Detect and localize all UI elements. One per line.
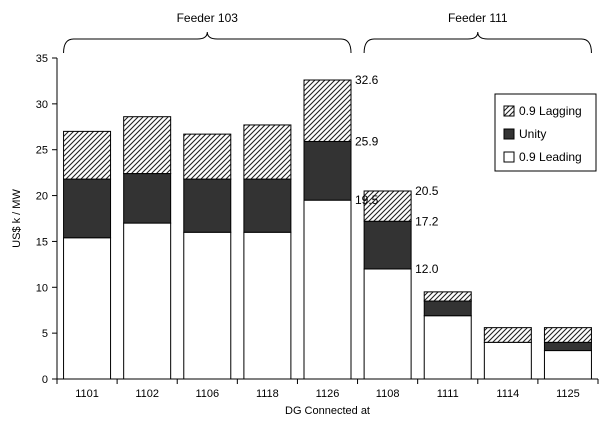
data-label: 32.6 (355, 73, 379, 87)
bar-segment-unity-1108 (363, 220, 412, 270)
bar-segment-0-9-lagging-1126 (303, 79, 352, 142)
legend-label: 0.9 Leading (519, 150, 582, 164)
x-axis-title: DG Connected at (285, 405, 370, 417)
bar-segment-0-9-leading-1101 (63, 237, 112, 380)
y-tick-label: 15 (36, 236, 48, 248)
data-label: 17.2 (415, 214, 439, 228)
bar-segment-0-9-lagging-1108 (363, 190, 412, 222)
bar-segment-0-9-lagging-1111 (423, 291, 472, 302)
bar-segment-0-9-leading-1114 (483, 341, 532, 380)
bar-segment-0-9-leading-1108 (363, 268, 412, 380)
x-tick-label: 1111 (437, 388, 459, 400)
y-tick-label: 5 (42, 328, 48, 340)
y-tick-label: 0 (42, 374, 48, 386)
data-label: 25.9 (355, 134, 379, 148)
group-brace (63, 31, 352, 54)
bar-segment-unity-1106 (183, 178, 232, 233)
bars (63, 79, 592, 380)
x-tick-label: 1101 (75, 388, 99, 400)
x-tick-label: 1106 (195, 388, 219, 400)
legend-swatch (503, 128, 515, 140)
y-tick-label: 35 (36, 53, 48, 65)
legend-label: Unity (519, 127, 546, 141)
x-tick-label: 1118 (256, 388, 279, 400)
y-tick-label: 10 (36, 282, 48, 294)
x-tick-label: 1102 (135, 388, 159, 400)
bar-segment-0-9-leading-1125 (543, 350, 592, 380)
bar-segment-unity-1102 (123, 173, 172, 224)
axes: 0 5 10 15 20 25 30 35 1101 1102 1106 1118 1126 1108 11… (36, 53, 599, 400)
bar-segment-0-9-lagging-1114 (483, 327, 532, 343)
bar-segment-0-9-lagging-1118 (243, 124, 292, 180)
data-labels: 32.6 25.9 19.5 20.5 17.2 12.0 (355, 73, 439, 276)
legend-label: 0.9 Lagging (519, 104, 582, 118)
y-tick-label: 20 (36, 191, 48, 203)
bar-segment-0-9-leading-1118 (243, 231, 292, 380)
x-tick-label: 1108 (376, 388, 400, 400)
bar-segment-unity-1101 (63, 178, 112, 239)
group-label: Feeder 111 (448, 11, 508, 25)
bar-segment-0-9-leading-1106 (183, 231, 232, 380)
bar-segment-0-9-lagging-1101 (63, 130, 112, 180)
x-tick-label: 1125 (556, 388, 580, 400)
legend: 0.9 Lagging Unity 0.9 Leading (494, 93, 597, 172)
bar-segment-unity-1111 (423, 300, 472, 317)
bar-segment-0-9-leading-1111 (423, 315, 472, 380)
x-tick-label: 1114 (496, 388, 519, 400)
y-tick-label: 25 (36, 145, 48, 157)
y-tick-label: 30 (36, 99, 48, 111)
bar-segment-0-9-lagging-1125 (543, 327, 592, 343)
data-label: 20.5 (415, 184, 439, 198)
bar-segment-0-9-leading-1102 (123, 222, 172, 380)
bar-segment-unity-1125 (543, 341, 592, 352)
bar-segment-0-9-lagging-1106 (183, 133, 232, 180)
data-label: 19.5 (355, 193, 379, 207)
bar-segment-0-9-leading-1126 (303, 199, 352, 380)
legend-swatch (503, 151, 515, 163)
bar-segment-unity-1126 (303, 140, 352, 201)
bar-segment-unity-1118 (243, 178, 292, 233)
y-axis-title: US$ k / MW (11, 189, 23, 248)
x-tick-label: 1126 (316, 388, 340, 400)
group-brace (363, 31, 592, 54)
bar-segment-0-9-lagging-1102 (123, 116, 172, 175)
feeder-groups: Feeder 103 Feeder 111 (63, 11, 592, 54)
data-label: 12.0 (415, 262, 439, 276)
legend-swatch (503, 105, 515, 117)
group-label: Feeder 103 (177, 11, 239, 25)
